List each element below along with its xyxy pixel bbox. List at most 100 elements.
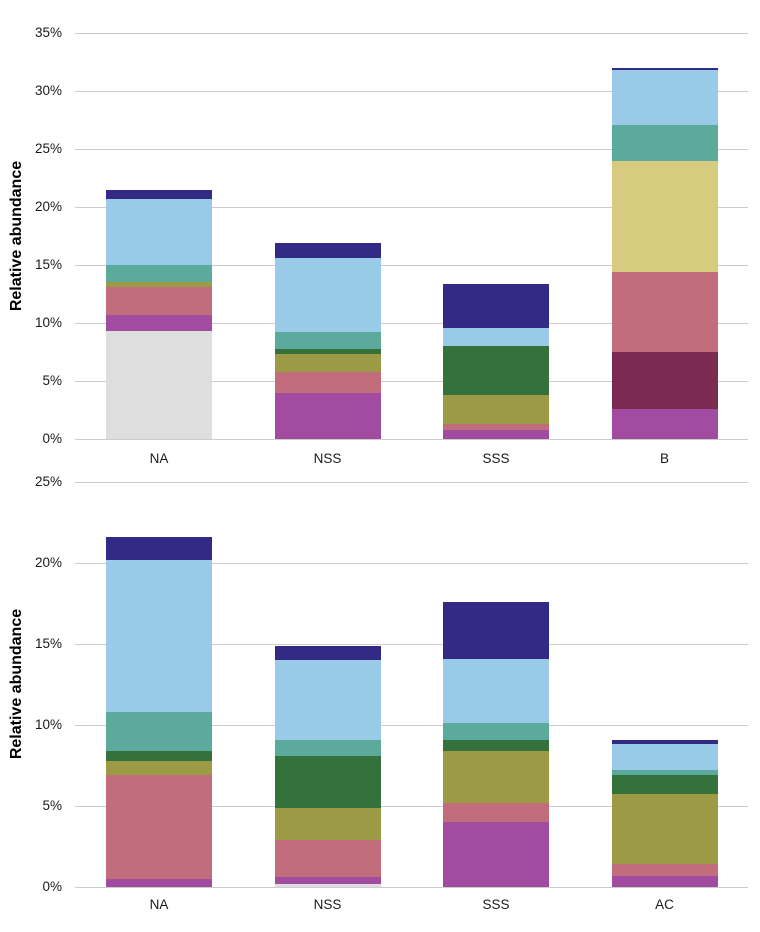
bar-na [106,189,212,439]
bar-sss [443,283,549,439]
bar-segment-darkgreen [274,755,381,808]
y-tick-label: 5% [42,798,62,813]
gridline-15% [75,643,748,645]
gridline-25% [75,481,748,483]
y-tick-label: 25% [34,141,62,156]
bar-segment-olive [443,394,549,424]
y-tick-label: 20% [34,555,62,570]
bar-segment-olive [106,282,212,288]
bar-segment-magenta [106,314,212,332]
bar-segment-rose [274,371,381,393]
bar-segment-teal [274,739,381,756]
y-tick-label: 25% [34,474,62,489]
gridline-5% [75,380,748,382]
gridline-0% [75,886,748,888]
y-tick-label: 35% [34,25,62,40]
bar-segment-darkgreen [443,346,549,395]
bar-segment-magenta [443,429,549,439]
bar-segment-olive [274,354,381,372]
bar-segment-teal [611,124,718,161]
gridline-5% [75,805,748,807]
x-axis-label-sss: SSS [482,897,510,912]
y-tick-label: 20% [34,199,62,214]
bar-segment-lightblue [106,198,212,265]
bar-segment-navy [106,537,212,560]
bar-segment-maroon [611,352,718,409]
bar-b [611,67,718,439]
bar-segment-olive [443,750,549,803]
x-axis-label-sss: SSS [482,451,510,466]
bar-segment-lightblue [106,559,212,713]
bar-segment-navy [443,601,549,659]
y-tick-label: 15% [34,636,62,651]
bar-segment-magenta [611,876,718,887]
bar-segment-lightblue [611,743,718,770]
bar-segment-lightblue [274,258,381,333]
bar-segment-teal [443,723,549,740]
bar-segment-rose [274,840,381,878]
y-tick-label: 30% [34,83,62,98]
bar-segment-rose [106,287,212,315]
bar-segment-navy [443,283,549,328]
y-tick-label: 15% [34,257,62,272]
bar-segment-darkgreen [443,739,549,751]
bar-segment-navy [106,189,212,199]
bar-segment-rose [443,802,549,823]
y-tick-label: 10% [34,717,62,732]
bar-segment-rose [443,423,549,430]
bar-segment-darkgreen [611,775,718,794]
gridline-20% [75,562,748,564]
bar-sss [443,601,549,887]
gridline-10% [75,724,748,726]
y-axis-title-bottom: Relative abundance [8,608,25,760]
gridline-35% [75,32,748,34]
gridline-25% [75,148,748,150]
gridline-30% [75,90,748,92]
y-tick-label: 10% [34,315,62,330]
x-axis-label-nss: NSS [313,451,342,466]
bar-segment-magenta [443,822,549,887]
gridline-15% [75,264,748,266]
bar-segment-olive [611,793,718,865]
bar-segment-gray [274,883,381,887]
bar-segment-magenta [611,408,718,439]
bar-ac [611,739,718,887]
gridline-10% [75,322,748,324]
bar-segment-magenta [274,877,381,884]
bar-segment-teal [611,769,718,776]
x-axis-label-na: NA [149,897,169,912]
bar-segment-olive [274,807,381,841]
gridline-0% [75,438,748,440]
bar-segment-teal [106,265,212,283]
bar-segment-navy [274,242,381,259]
bar-segment-lightblue [443,327,549,347]
bar-segment-magenta [106,878,212,887]
bar-segment-darkgreen [106,750,212,761]
bar-segment-magenta [274,392,381,439]
bar-segment-navy [611,739,718,744]
bar-segment-lightblue [611,70,718,125]
bar-segment-darkgreen [274,348,381,355]
bar-segment-navy [611,67,718,71]
bar-nss [274,645,381,887]
bar-segment-rose [611,864,718,877]
x-axis-label-nss: NSS [313,897,342,912]
bar-segment-lightblue [274,660,381,740]
x-axis-label-ac: AC [655,897,674,912]
y-tick-label: 0% [42,431,62,446]
bar-segment-khaki [611,160,718,272]
bar-nss [274,242,381,439]
y-tick-label: 5% [42,373,62,388]
bar-segment-gray [106,331,212,439]
bar-na [106,537,212,887]
gridline-20% [75,206,748,208]
x-axis-label-b: B [659,451,669,466]
x-axis-label-na: NA [149,451,169,466]
y-tick-label: 0% [42,879,62,894]
bar-segment-olive [106,760,212,776]
bar-segment-teal [274,332,381,349]
bar-segment-rose [611,271,718,352]
